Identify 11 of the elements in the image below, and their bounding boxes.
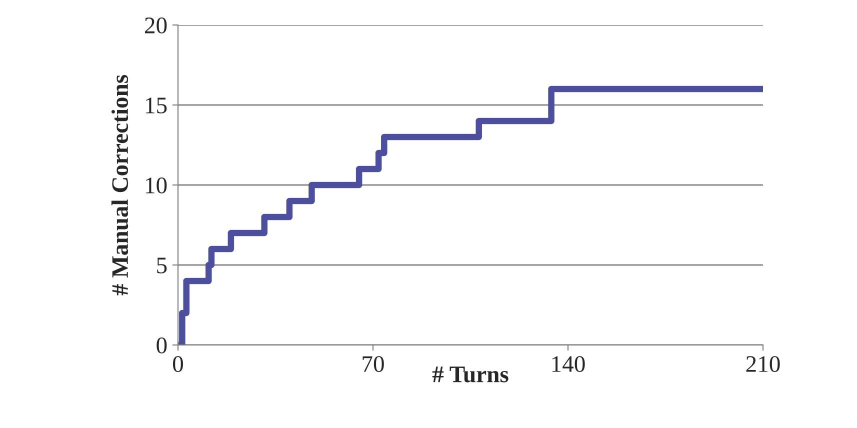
y-tick-label: 0 <box>156 337 167 354</box>
y-tick-label: 5 <box>157 258 167 274</box>
x-tick-label: 0 <box>172 356 184 372</box>
x-tick-label: 140 <box>552 356 585 372</box>
y-tick-label: 10 <box>146 177 167 194</box>
x-tick-label: 70 <box>362 356 384 372</box>
y-axis-title: # Manual Corrections <box>111 74 128 296</box>
x-axis-title: # Turns <box>432 366 508 382</box>
y-tick-label: 20 <box>145 17 167 34</box>
y-tick-label: 15 <box>146 98 167 114</box>
x-tick-label: 210 <box>746 356 780 372</box>
